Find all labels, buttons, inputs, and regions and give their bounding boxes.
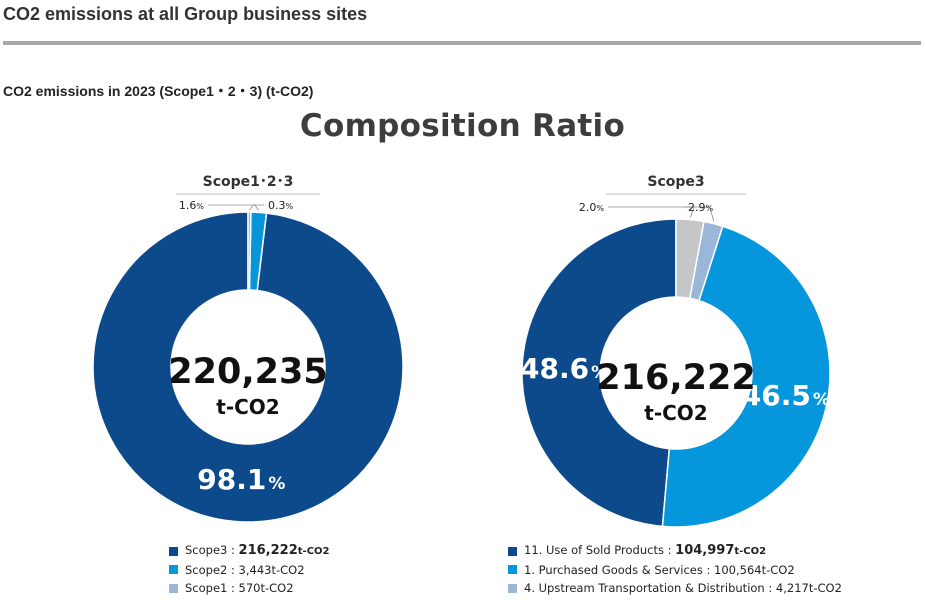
center-unit: t-CO2: [644, 401, 707, 425]
legend-value: 100,564t-CO2: [714, 562, 795, 577]
callout-leader-line: [608, 206, 715, 222]
legend-item: Scope2 : 3,443t-CO2: [169, 561, 330, 580]
chart-title: Scope1･2･3: [203, 174, 294, 190]
figure-title: Composition Ratio: [299, 108, 626, 144]
callout-leader-line: [249, 204, 264, 211]
callout-label: 2.9%: [688, 201, 714, 214]
callout-label-unit: %: [286, 202, 294, 211]
slice-4-upstream-transportation-distribution: [688, 220, 724, 302]
slice-label-value: 46.5: [742, 379, 811, 412]
slice-label-unit: %: [268, 474, 285, 494]
legend-scope-1-2-3: Scope3 : 216,222t-CO2 Scope2 : 3,443t-CO2…: [169, 542, 330, 598]
center-unit: t-CO2: [216, 395, 279, 419]
legend-value: 3,443t-CO2: [238, 562, 305, 577]
callout-label-unit: %: [596, 204, 604, 213]
heading-divider: [3, 41, 921, 45]
legend-unit: t-CO2: [297, 546, 330, 557]
legend-item: 4. Upstream Transportation & Distributio…: [508, 579, 842, 598]
legend-item: Scope3 : 216,222t-CO2: [169, 542, 330, 561]
legend-swatch: [169, 583, 178, 593]
callout-label-value: 1.6: [179, 199, 197, 212]
center-total-value: 216,222: [596, 358, 755, 398]
callout-label-value: 2.0: [579, 201, 597, 214]
section-title: CO2 emissions in 2023 (Scope1・2・3) (t-CO…: [3, 83, 314, 99]
legend-item: Scope1 : 570t-CO2: [169, 579, 330, 598]
slice-scope3: [92, 211, 404, 523]
callout-label-value: 0.3: [268, 199, 286, 212]
chart-title: Scope3: [647, 174, 704, 190]
page-heading: CO2 emissions at all Group business site…: [3, 4, 368, 24]
legend-swatch: [508, 546, 517, 556]
legend-value: 216,222: [238, 543, 298, 558]
center-total-value: 220,235: [168, 352, 327, 392]
legend-value: 570t-CO2: [238, 581, 294, 595]
legend-label: Scope2 : 3,443t-CO2: [185, 562, 305, 577]
legend-scope-3: 11. Use of Sold Products : 104,997t-CO2 1…: [508, 542, 842, 598]
legend-swatch: [169, 565, 178, 575]
slice-label-unit: %: [813, 390, 830, 410]
slice-label: 98.1%: [197, 463, 285, 496]
legend-label: Scope3 : 216,222t-CO2: [185, 543, 330, 558]
legend-label: 1. Purchased Goods & Services : 100,564t…: [524, 562, 795, 577]
slice-segment-4: [675, 218, 705, 300]
callout-label: 0.3%: [268, 199, 294, 212]
legend-value: 104,997: [675, 543, 735, 558]
legend-swatch: [508, 565, 517, 575]
slice-label-value: 48.6: [520, 352, 589, 385]
slice-label: 48.6%: [520, 352, 608, 385]
slice-label-unit: %: [591, 363, 608, 383]
legend-label: Scope1 : 570t-CO2: [185, 581, 294, 595]
legend-item: 11. Use of Sold Products : 104,997t-CO2: [508, 542, 842, 561]
callout-label-unit: %: [196, 202, 204, 211]
callout-leader-line: [684, 206, 695, 218]
legend-value: 4,217t-CO2: [775, 581, 842, 595]
legend-swatch: [508, 583, 517, 593]
legend-label: 11. Use of Sold Products : 104,997t-CO2: [524, 543, 767, 558]
slice-label-value: 98.1: [197, 463, 266, 496]
legend-unit: t-CO2: [734, 546, 767, 557]
slice-label: 46.5%: [742, 379, 830, 412]
slice-11-use-of-sold-products: [521, 218, 677, 528]
callout-label-unit: %: [706, 204, 714, 213]
legend-item: 1. Purchased Goods & Services : 100,564t…: [508, 561, 842, 580]
slice-scope1: [247, 211, 252, 291]
slice-1-purchased-goods-services: [661, 225, 831, 528]
legend-swatch: [169, 546, 178, 556]
callout-label: 1.6%: [179, 199, 205, 212]
callout-label-value: 2.9: [688, 201, 706, 214]
legend-label: 4. Upstream Transportation & Distributio…: [524, 581, 842, 595]
callout-label: 2.0%: [579, 201, 605, 214]
